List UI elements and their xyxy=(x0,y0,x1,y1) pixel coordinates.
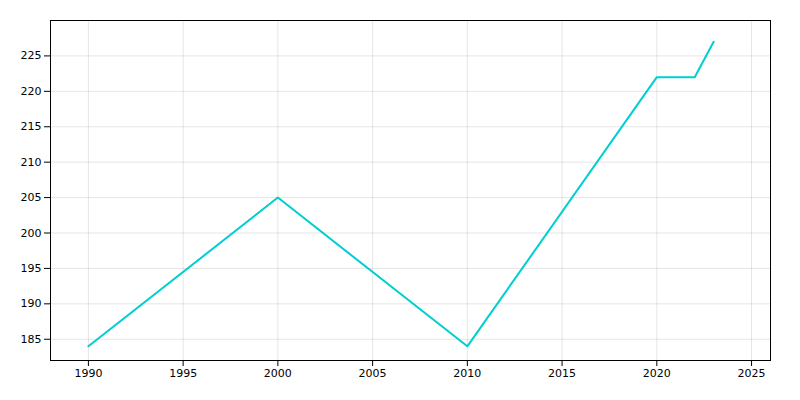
svg-text:225: 225 xyxy=(21,49,42,62)
svg-text:220: 220 xyxy=(21,85,42,98)
svg-text:2005: 2005 xyxy=(359,367,387,380)
svg-text:2000: 2000 xyxy=(264,367,292,380)
svg-text:200: 200 xyxy=(21,227,42,240)
svg-text:1995: 1995 xyxy=(169,367,197,380)
svg-text:2015: 2015 xyxy=(548,367,576,380)
svg-text:1990: 1990 xyxy=(74,367,102,380)
svg-text:2020: 2020 xyxy=(643,367,671,380)
svg-text:2010: 2010 xyxy=(453,367,481,380)
svg-text:185: 185 xyxy=(21,333,42,346)
svg-text:215: 215 xyxy=(21,120,42,133)
svg-text:195: 195 xyxy=(21,262,42,275)
svg-text:190: 190 xyxy=(21,297,42,310)
svg-text:210: 210 xyxy=(21,156,42,169)
svg-text:2025: 2025 xyxy=(738,367,766,380)
svg-text:205: 205 xyxy=(21,191,42,204)
